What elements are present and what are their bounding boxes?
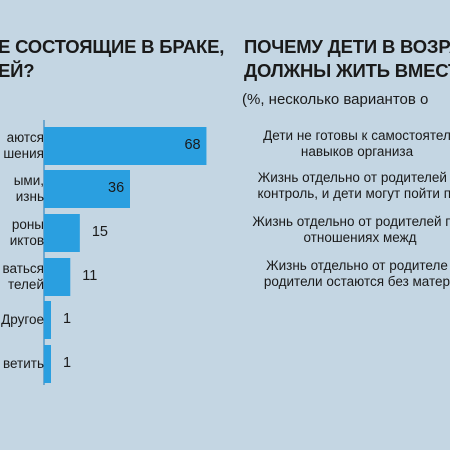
reason-1-line-2: навыков организа: [300, 144, 414, 159]
reason-item-2: Жизнь отдельно от родителей о контроль, …: [228, 170, 450, 202]
category-label: Другое: [1, 312, 44, 328]
reason-2-line-2: контроль, и дети могут пойти по: [257, 186, 450, 201]
bar: [44, 345, 51, 383]
right-title-line-1: ПОЧЕМУ ДЕТИ В ВОЗРАСТ: [244, 36, 450, 57]
left-title-line-1: Е СОСТОЯЩИЕ В БРАКЕ,: [0, 36, 225, 57]
category-label-line: Другое: [1, 312, 44, 327]
right-subtitle: (%, несколько вариантов о: [242, 91, 429, 108]
left-chart-panel: Е СОСТОЯЩИЕ В БРАКЕ, ЕЙ? 68 аются шения 36 ы…: [0, 36, 225, 385]
bar-value-label: 36: [108, 180, 125, 196]
reason-1-line-1: Дети не готовы к самостоятел: [263, 128, 450, 143]
reason-item-1: Дети не готовы к самостоятел навыков орг…: [232, 128, 450, 160]
left-title-line-2: ЕЙ?: [0, 60, 35, 81]
category-label: роны иктов: [10, 217, 44, 249]
reason-3-line-2: отношениях межд: [303, 230, 417, 245]
reason-4-line-1: Жизнь отдельно от родителе: [266, 258, 448, 273]
reason-2-line-1: Жизнь отдельно от родителей о: [257, 170, 450, 185]
category-label-line: шения: [3, 146, 44, 161]
category-label: аются шения: [3, 130, 44, 162]
bar-value-label: 11: [82, 268, 98, 284]
reason-item-4: Жизнь отдельно от родителе родители оста…: [232, 258, 450, 290]
reason-item-3: Жизнь отдельно от родителей при отношени…: [230, 214, 450, 246]
bar-value-label: 1: [63, 355, 72, 371]
category-label-line: телей: [7, 277, 44, 292]
category-label-line: ваться: [2, 261, 44, 276]
reason-3-line-1: Жизнь отдельно от родителей при: [252, 214, 450, 229]
bar-value-label: 15: [91, 224, 108, 240]
category-label-line: иктов: [9, 233, 44, 248]
category-label-line: ветить: [2, 356, 44, 371]
category-label-line: роны: [11, 217, 44, 232]
bar: [44, 258, 71, 296]
right-list-panel: ПОЧЕМУ ДЕТИ В ВОЗРАСТ ДОЛЖНЫ ЖИТЬ ВМЕСТЕ…: [228, 0, 450, 450]
bar-chart: [43, 120, 207, 385]
category-label: ыми, изнь: [14, 173, 44, 205]
bar: [44, 214, 80, 252]
category-label-line: аются: [6, 130, 44, 145]
category-label: ваться телей: [2, 261, 44, 293]
right-title-line-2: ДОЛЖНЫ ЖИТЬ ВМЕСТЕ С: [244, 60, 450, 81]
category-label-line: изнь: [15, 189, 44, 204]
bar: [44, 301, 51, 339]
bar: [44, 170, 130, 208]
category-label-line: ыми,: [13, 173, 44, 188]
category-label: ветить: [3, 356, 44, 372]
bar-value-label: 68: [184, 137, 201, 153]
bar-value-label: 1: [63, 311, 72, 327]
bar: [44, 127, 207, 165]
reason-4-line-2: родители остаются без матер: [263, 274, 450, 289]
